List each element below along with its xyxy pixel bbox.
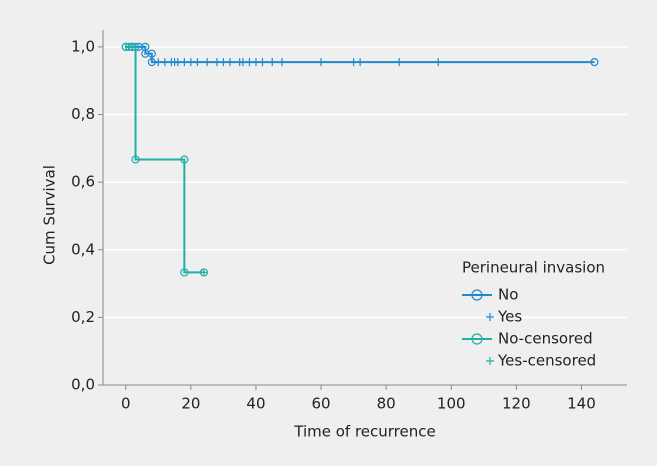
x-tick-label: 100 — [437, 395, 466, 413]
y-axis-label: Cum Survival — [41, 165, 59, 265]
event-marker — [121, 42, 130, 52]
censor-marker — [434, 58, 443, 67]
event-marker — [180, 268, 189, 277]
y-tick-label: 0,4 — [71, 240, 95, 258]
x-tick-label: 80 — [377, 395, 396, 413]
censor-marker — [193, 58, 202, 67]
x-tick-label: 140 — [567, 395, 596, 413]
event-marker — [180, 155, 189, 164]
legend-marker — [471, 333, 483, 345]
y-tick-label: 1,0 — [71, 37, 95, 55]
legend-label: Yes — [497, 308, 522, 326]
x-tick-label: 0 — [121, 395, 131, 413]
y-tick-label: 0,6 — [71, 173, 95, 191]
censor-marker — [258, 58, 267, 67]
event-marker — [131, 42, 140, 52]
legend-marker — [486, 313, 494, 321]
x-tick-label: 20 — [181, 395, 200, 413]
legend-label: Yes-censored — [497, 352, 596, 370]
event-marker — [147, 49, 156, 58]
x-tick-label: 120 — [502, 395, 531, 413]
censor-marker — [225, 58, 234, 67]
censor-marker — [268, 58, 277, 67]
y-tick-label: 0,2 — [71, 308, 95, 326]
censor-marker — [203, 58, 212, 67]
event-marker — [590, 58, 599, 67]
legend-label: No — [498, 286, 518, 304]
legend-title: Perineural invasion — [462, 259, 605, 277]
censor-marker — [199, 268, 208, 277]
x-tick-label: 40 — [246, 395, 265, 413]
censor-marker — [317, 58, 326, 67]
censor-marker — [278, 58, 287, 67]
censor-marker — [395, 58, 404, 67]
y-tick-label: 0,0 — [71, 376, 95, 394]
x-tick-label: 60 — [312, 395, 331, 413]
event-marker — [131, 155, 140, 164]
x-axis-label: Time of recurrence — [293, 423, 435, 441]
legend-label: No-censored — [498, 330, 593, 348]
y-tick-label: 0,8 — [71, 105, 95, 123]
legend-marker — [486, 357, 494, 365]
legend-marker — [471, 289, 483, 301]
censor-marker — [356, 58, 365, 67]
